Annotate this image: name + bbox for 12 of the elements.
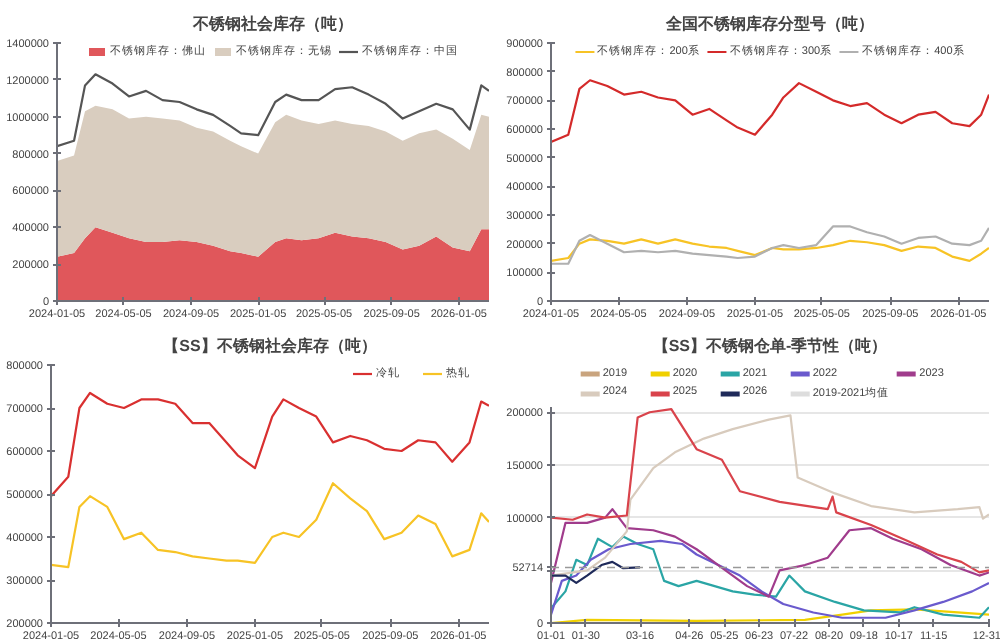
chart-title: 不锈钢社会库存（吨）: [191, 13, 353, 33]
line-series: [57, 73, 489, 148]
line-series: [551, 79, 989, 143]
line-series: [51, 482, 489, 569]
line-series: [551, 225, 989, 265]
chart-title: 【SS】不锈钢社会库存（吨）: [163, 335, 377, 355]
chart-title: 全国不锈钢库存分型号（吨）: [664, 13, 874, 33]
line-series: [51, 391, 489, 498]
chart-title: 【SS】不锈钢仓单-季节性（吨）: [652, 337, 888, 355]
line-series: [551, 238, 989, 262]
line-series: [551, 560, 642, 585]
line-series: [551, 508, 989, 598]
